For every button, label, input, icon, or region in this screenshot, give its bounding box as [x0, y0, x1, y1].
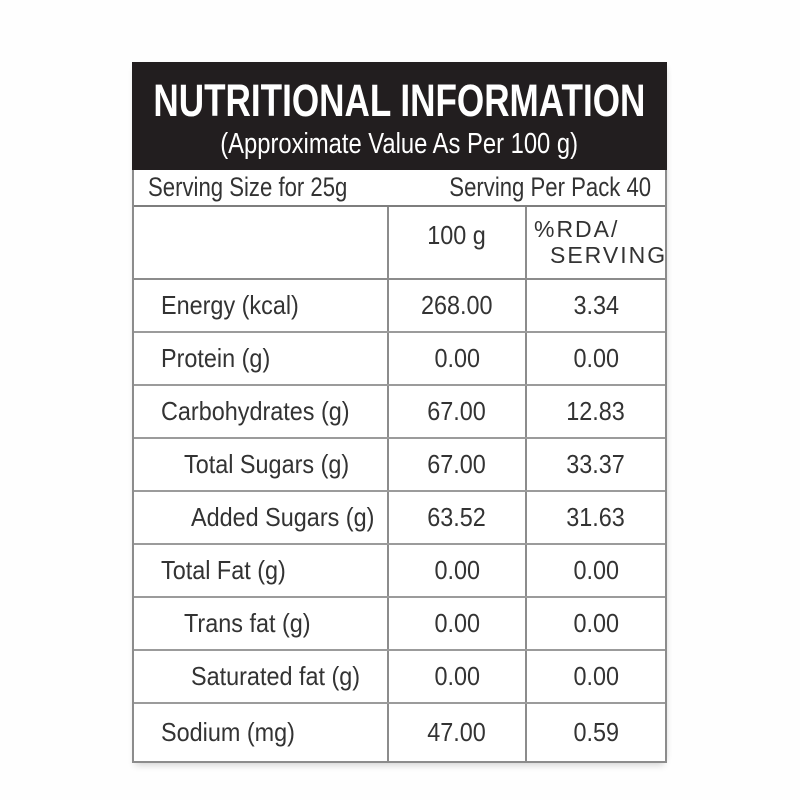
per-100g-value-cell: 0.00 [389, 598, 527, 649]
header-per-100g-cell: 100 g [389, 207, 527, 278]
rda-value: 0.00 [573, 555, 619, 585]
header-rda-cell: %RDA/ SERVING [527, 207, 665, 278]
per-100g-value: 47.00 [427, 717, 487, 747]
rda-value: 33.37 [566, 449, 626, 479]
serving-per-pack-text: Serving Per Pack 40 [449, 172, 651, 202]
per-100g-value: 67.00 [427, 396, 487, 426]
rda-value-cell: 0.59 [527, 704, 665, 761]
per-100g-header-label: 100 g [427, 220, 487, 250]
rda-value: 3.34 [573, 290, 619, 320]
per-100g-value: 67.00 [427, 449, 487, 479]
nutrient-label-cell: Energy (kcal) [134, 280, 389, 331]
table-row-carbohydrates: Carbohydrates (g) 67.00 12.83 [134, 386, 665, 439]
rda-value: 0.00 [573, 661, 619, 691]
serving-info-row: Serving Size for 25g Serving Per Pack 40 [134, 170, 665, 207]
rda-header-line1: %RDA/ [534, 216, 620, 242]
rda-value: 0.00 [573, 343, 619, 373]
per-100g-value: 0.00 [434, 555, 480, 585]
nutrient-label: Energy (kcal) [161, 290, 299, 320]
nutrient-label: Protein (g) [161, 343, 271, 373]
nutrient-label: Sodium (mg) [161, 717, 295, 747]
header-nutrient-cell [134, 207, 389, 278]
rda-value-cell: 31.63 [527, 492, 665, 543]
per-100g-value-cell: 67.00 [389, 439, 527, 490]
rda-value-cell: 33.37 [527, 439, 665, 490]
per-100g-value: 0.00 [434, 608, 480, 638]
table-row-total-fat: Total Fat (g) 0.00 0.00 [134, 545, 665, 598]
per-100g-value-cell: 47.00 [389, 704, 527, 761]
nutrient-label-cell: Total Fat (g) [134, 545, 389, 596]
rda-value-cell: 3.34 [527, 280, 665, 331]
per-100g-value-cell: 0.00 [389, 333, 527, 384]
per-100g-value: 268.00 [421, 290, 493, 320]
per-100g-value-cell: 0.00 [389, 545, 527, 596]
table-row-protein: Protein (g) 0.00 0.00 [134, 333, 665, 386]
rda-value-cell: 12.83 [527, 386, 665, 437]
nutrient-label-cell: Trans fat (g) [134, 598, 389, 649]
nutrient-label: Trans fat (g) [184, 608, 311, 638]
rda-value-cell: 0.00 [527, 333, 665, 384]
nutrient-label-cell: Carbohydrates (g) [134, 386, 389, 437]
rda-value: 0.59 [573, 717, 619, 747]
rda-value: 0.00 [573, 608, 619, 638]
nutrient-label: Added Sugars (g) [191, 502, 375, 532]
nutrient-label-cell: Sodium (mg) [134, 704, 389, 761]
nutrient-label-cell: Total Sugars (g) [134, 439, 389, 490]
per-100g-value-cell: 63.52 [389, 492, 527, 543]
nutrient-label: Total Sugars (g) [184, 449, 350, 479]
rda-header-line2: SERVING [550, 242, 668, 269]
nutrition-label-card: NUTRITIONAL INFORMATION (Approximate Val… [132, 62, 667, 763]
rda-value: 12.83 [566, 396, 626, 426]
per-100g-value-cell: 0.00 [389, 651, 527, 702]
table-row-sodium: Sodium (mg) 47.00 0.59 [134, 704, 665, 761]
nutrient-label: Carbohydrates (g) [161, 396, 350, 426]
table-row-trans-fat: Trans fat (g) 0.00 0.00 [134, 598, 665, 651]
table-row-saturated-fat: Saturated fat (g) 0.00 0.00 [134, 651, 665, 704]
nutrient-label: Saturated fat (g) [191, 661, 361, 691]
rda-value-cell: 0.00 [527, 651, 665, 702]
nutrient-label-cell: Added Sugars (g) [134, 492, 389, 543]
table-row-energy: Energy (kcal) 268.00 3.34 [134, 280, 665, 333]
label-header: NUTRITIONAL INFORMATION (Approximate Val… [132, 62, 667, 170]
per-100g-value: 63.52 [427, 502, 487, 532]
nutrient-label-cell: Protein (g) [134, 333, 389, 384]
nutrient-label-cell: Saturated fat (g) [134, 651, 389, 702]
serving-size-text: Serving Size for 25g [148, 172, 348, 202]
rda-value-cell: 0.00 [527, 545, 665, 596]
table-row-added-sugars: Added Sugars (g) 63.52 31.63 [134, 492, 665, 545]
per-100g-value-cell: 67.00 [389, 386, 527, 437]
per-100g-value-cell: 268.00 [389, 280, 527, 331]
rda-value: 31.63 [566, 502, 626, 532]
table-row-total-sugars: Total Sugars (g) 67.00 33.37 [134, 439, 665, 492]
per-100g-value: 0.00 [434, 343, 480, 373]
label-title: NUTRITIONAL INFORMATION [153, 74, 646, 126]
per-100g-value: 0.00 [434, 661, 480, 691]
nutrition-table: Serving Size for 25g Serving Per Pack 40… [132, 170, 667, 763]
rda-value-cell: 0.00 [527, 598, 665, 649]
table-header-row: 100 g %RDA/ SERVING [134, 207, 665, 280]
nutrient-label: Total Fat (g) [161, 555, 286, 585]
label-subtitle: (Approximate Value As Per 100 g) [220, 127, 579, 160]
